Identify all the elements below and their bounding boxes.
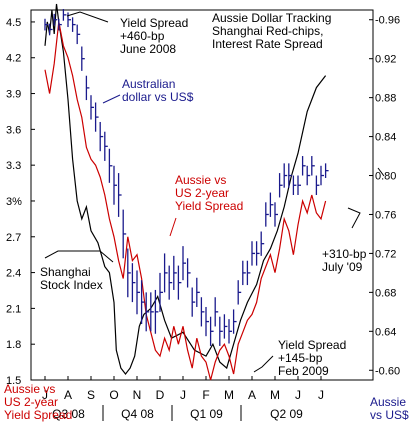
- annotation-leader: [102, 94, 121, 104]
- left-tick-label: 1.5: [6, 375, 21, 387]
- series-layer: [44, 3, 329, 381]
- annotation-yield-peak: Yield Spread: [120, 16, 188, 30]
- x-tick-label: M: [224, 388, 234, 402]
- x-tick-label: A: [64, 388, 72, 402]
- plot-frame: [30, 9, 374, 381]
- right-axis-title: vs US$: [370, 408, 409, 422]
- right-tick-label: 0.80: [375, 171, 396, 183]
- spread-line: [44, 21, 327, 381]
- left-tick-label: 3%: [6, 196, 22, 208]
- annotation-spread-label: Aussie vs: [175, 173, 226, 187]
- right-tick-label: 0.84: [375, 132, 396, 144]
- right-tick-label: -0.60: [375, 365, 400, 377]
- annotation-yield-trough: Yield Spread: [278, 338, 346, 352]
- annotation-aud-label: dollar vs US$: [122, 90, 194, 104]
- annotation-leader: [66, 11, 109, 23]
- quarter-label: Q1 09: [190, 407, 223, 421]
- left-tick-label: 2.1: [6, 303, 21, 315]
- x-tick-label: S: [87, 388, 95, 402]
- left-axis: 4.5 4.2 3.9 3.6 3.3 3% 2.7 2.4 2.1 1.8 1.5: [6, 17, 35, 387]
- annotation-spread-label: Yield Spread: [175, 199, 243, 213]
- right-tick-label: 0.76: [375, 209, 396, 221]
- annotation-shanghai-label: Shanghai: [40, 265, 91, 279]
- title-line: Aussie Dollar Tracking: [212, 11, 331, 25]
- annotation-aud-label: Australian: [122, 77, 175, 91]
- annotation-yield-july: +310-bp: [322, 247, 367, 261]
- x-tick-label: D: [156, 388, 165, 402]
- quarter-label: Q4 08: [121, 407, 154, 421]
- left-tick-label: 3.6: [6, 124, 21, 136]
- right-tick-label: -0.96: [375, 15, 400, 27]
- x-tick-label: O: [109, 388, 118, 402]
- right-axis: -0.96 0.92 0.88 0.84 0.80 0.76 0.72 0.68 0.64 -0.…: [369, 15, 400, 377]
- right-tick-label: 0.68: [375, 287, 396, 299]
- title-line: Interest Rate Spread: [212, 37, 323, 51]
- left-tick-label: 4.5: [6, 17, 21, 29]
- left-tick-label: 4.2: [6, 53, 21, 65]
- annotation-yield-peak: June 2008: [120, 42, 176, 56]
- left-tick-label: 2.7: [6, 232, 21, 244]
- title-line: Shanghai Red-chips,: [212, 24, 323, 38]
- left-axis-title: Yield Spread: [4, 408, 72, 422]
- x-tick-label: J: [180, 388, 186, 402]
- x-tick-label: J: [42, 388, 48, 402]
- x-tick-label: A: [248, 388, 256, 402]
- x-tick-label: N: [133, 388, 142, 402]
- annotation-spread-label: US 2-year: [175, 186, 229, 200]
- quarter-label: Q3 08: [52, 407, 85, 421]
- x-tick-label: M: [270, 388, 280, 402]
- left-axis-title: Aussie vs: [4, 382, 55, 396]
- right-tick-label: 0.92: [375, 54, 396, 66]
- x-tick-label: F: [202, 388, 209, 402]
- left-tick-label: 1.8: [6, 339, 21, 351]
- annotation-leader: [169, 217, 177, 237]
- right-tick-label: 0.72: [375, 248, 396, 260]
- annotation-leader: [253, 355, 274, 373]
- annotation-leader: [44, 250, 114, 263]
- x-tick-label: J: [318, 388, 324, 402]
- annotation-leader: [347, 207, 361, 229]
- x-tick-label: J: [295, 388, 301, 402]
- right-tick-label: 0.88: [375, 93, 396, 105]
- annotation-leader: [377, 167, 385, 177]
- annotation-yield-july: July '09: [322, 260, 363, 274]
- annotation-yield-trough: +145-bp: [278, 351, 323, 365]
- right-axis-title: Aussie: [370, 395, 406, 409]
- right-tick-label: 0.64: [375, 326, 396, 338]
- left-axis-title: US 2-year: [4, 395, 58, 409]
- annotation-shanghai-label: Stock Index: [40, 278, 103, 292]
- left-tick-label: 3.9: [6, 89, 21, 101]
- left-tick-label: 3.3: [6, 160, 21, 172]
- annotation-yield-trough: Feb 2009: [278, 364, 329, 378]
- left-tick-label: 2.4: [6, 268, 21, 280]
- x-axis: J A S O N D J F M A M J JQ3 08 Q4 08 Q1 09 Q2 09: [42, 376, 324, 421]
- annotation-yield-peak: +460-bp: [120, 29, 165, 43]
- quarter-label: Q2 09: [270, 407, 303, 421]
